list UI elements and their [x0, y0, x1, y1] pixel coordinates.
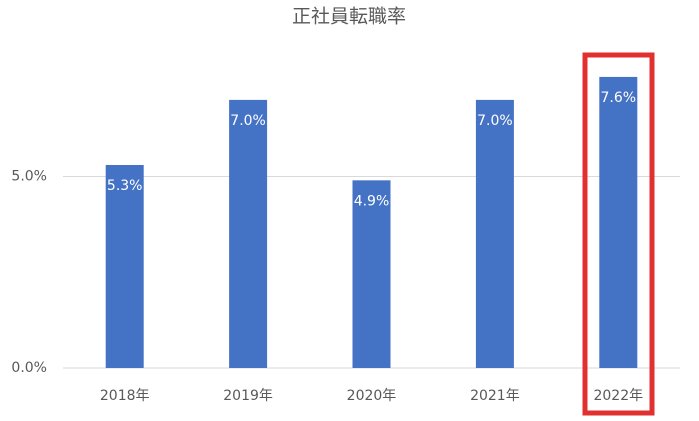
- y-tick-label: 0.0%: [11, 360, 47, 376]
- x-tick-label: 2018年: [100, 388, 150, 404]
- x-tick-label: 2020年: [347, 388, 397, 404]
- data-label: 7.0%: [477, 113, 513, 129]
- highlight-box: [582, 52, 655, 416]
- x-tick-label: 2022年: [593, 388, 643, 404]
- chart-title: 正社員転職率: [292, 6, 406, 28]
- data-label: 5.3%: [107, 178, 143, 194]
- bar: [475, 99, 514, 369]
- x-tick-label: 2019年: [223, 388, 273, 404]
- data-label: 7.6%: [601, 90, 637, 106]
- data-label: 4.9%: [354, 193, 390, 209]
- x-tick-label: 2021年: [470, 388, 520, 404]
- y-tick-label: 5.0%: [11, 169, 47, 185]
- bar: [229, 99, 268, 369]
- bar: [352, 180, 391, 368]
- data-label: 7.0%: [230, 113, 266, 129]
- bar: [599, 76, 638, 369]
- bar: [105, 165, 144, 368]
